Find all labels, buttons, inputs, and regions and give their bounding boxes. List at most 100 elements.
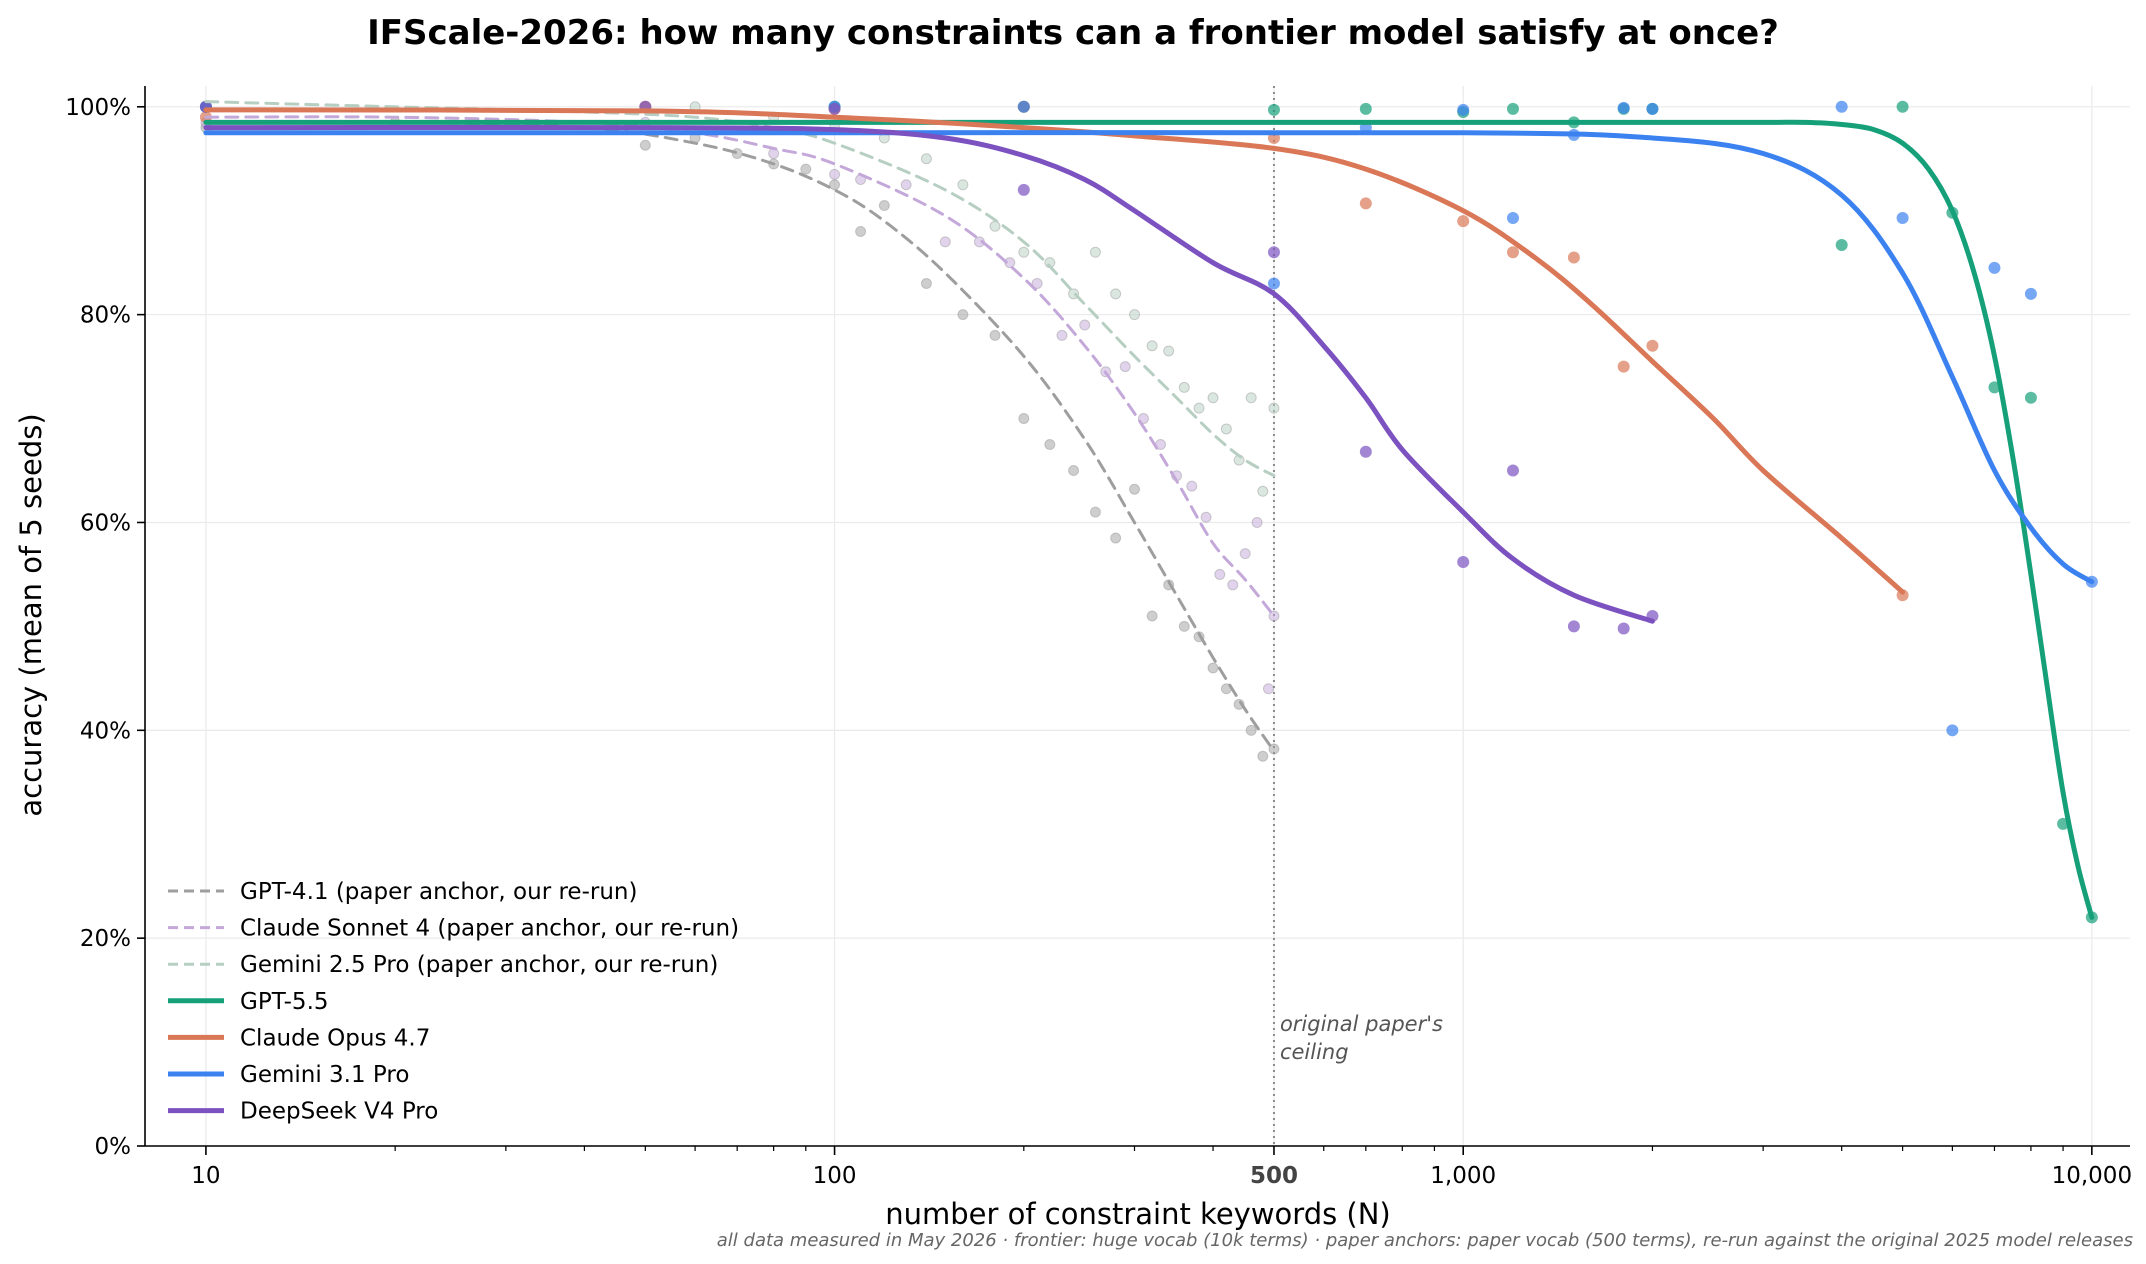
- point-gemini-3-1-pro: [1617, 101, 1630, 114]
- point-claude-sonnet-4-paper-anchor-our-re-run: [1119, 361, 1131, 373]
- point-claude-sonnet-4-paper-anchor-our-re-run: [1031, 277, 1043, 289]
- point-gemini-2-5-pro-paper-anchor-our-re-run: [1193, 402, 1205, 414]
- point-claude-sonnet-4-paper-anchor-our-re-run: [1079, 319, 1091, 331]
- footnote: all data measured in May 2026 · frontier…: [717, 1230, 2133, 1251]
- point-gpt-4-1-paper-anchor-our-re-run: [920, 277, 932, 289]
- point-deepseek-v4-pro: [1506, 464, 1519, 477]
- point-claude-opus-4-7: [1457, 215, 1470, 228]
- point-gemini-3-1-pro: [1896, 211, 1909, 224]
- point-gpt-4-1-paper-anchor-our-re-run: [878, 200, 890, 212]
- y-tick-label: 40%: [80, 718, 131, 744]
- point-gpt-4-1-paper-anchor-our-re-run: [1207, 662, 1219, 674]
- x-axis-label: number of constraint keywords (N): [885, 1197, 1391, 1231]
- legend-label-deepseek-v4-pro: DeepSeek V4 Pro: [240, 1099, 438, 1125]
- point-gpt-4-1-paper-anchor-our-re-run: [1268, 743, 1280, 755]
- point-gpt-5-5: [1988, 381, 2001, 394]
- point-claude-sonnet-4-paper-anchor-our-re-run: [1239, 548, 1251, 560]
- point-deepseek-v4-pro: [1359, 445, 1372, 458]
- point-claude-opus-4-7: [1567, 251, 1580, 264]
- point-deepseek-v4-pro: [1567, 620, 1580, 633]
- point-gemini-3-1-pro: [1988, 261, 2001, 274]
- legend-label-claude-sonnet-4-paper-anchor-our-re-run: Claude Sonnet 4 (paper anchor, our re-ru…: [240, 916, 739, 942]
- point-claude-opus-4-7: [1506, 246, 1519, 259]
- line-gpt-4-1-paper-anchor-our-re-run: [204, 120, 1276, 753]
- point-gemini-3-1-pro: [1646, 102, 1659, 115]
- point-gemini-3-1-pro: [2024, 287, 2037, 300]
- point-gemini-2-5-pro-paper-anchor-our-re-run: [1268, 402, 1280, 414]
- point-gpt-5-5: [1896, 100, 1909, 113]
- legend-label-gemini-2-5-pro-paper-anchor-our-re-run: Gemini 2.5 Pro (paper anchor, our re-run…: [240, 952, 718, 978]
- chart-title: IFScale-2026: how many constraints can a…: [367, 13, 1779, 53]
- point-gemini-3-1-pro: [1267, 277, 1280, 290]
- x-tick-label: 10,000: [2052, 1163, 2132, 1189]
- line-deepseek-v4-pro: [203, 124, 1655, 624]
- y-tick-label: 0%: [95, 1134, 132, 1160]
- axes: 0% 20% 40% 60% 80% 100% 10 100 500 1,000 10,000: [65, 86, 2132, 1189]
- point-gemini-2-5-pro-paper-anchor-our-re-run: [1128, 309, 1140, 321]
- point-claude-sonnet-4-paper-anchor-our-re-run: [1251, 516, 1263, 528]
- point-claude-sonnet-4-paper-anchor-our-re-run: [1268, 610, 1280, 622]
- point-gemini-2-5-pro-paper-anchor-our-re-run: [1018, 246, 1030, 258]
- y-tick-label: 80%: [80, 303, 131, 329]
- point-gpt-4-1-paper-anchor-our-re-run: [855, 225, 867, 237]
- legend: GPT-4.1 (paper anchor, our re-run) Claude…: [168, 879, 739, 1125]
- point-gemini-3-1-pro: [1506, 211, 1519, 224]
- point-gemini-2-5-pro-paper-anchor-our-re-run: [989, 220, 1001, 232]
- point-claude-sonnet-4-paper-anchor-our-re-run: [1227, 579, 1239, 591]
- point-gemini-3-1-pro: [1457, 103, 1470, 116]
- y-tick-label: 100%: [65, 95, 131, 121]
- point-deepseek-v4-pro: [1617, 622, 1630, 635]
- point-gpt-5-5: [1267, 103, 1280, 116]
- point-gpt-4-1-paper-anchor-our-re-run: [639, 139, 651, 151]
- point-gemini-2-5-pro-paper-anchor-our-re-run: [1257, 485, 1269, 497]
- point-gemini-2-5-pro-paper-anchor-our-re-run: [1245, 392, 1257, 404]
- point-gemini-2-5-pro-paper-anchor-our-re-run: [1178, 381, 1190, 393]
- point-gemini-2-5-pro-paper-anchor-our-re-run: [957, 179, 969, 191]
- point-deepseek-v4-pro: [828, 102, 841, 115]
- point-gpt-5-5: [1359, 102, 1372, 115]
- point-gemini-3-1-pro: [1946, 724, 1959, 737]
- series-lines: [203, 100, 2095, 920]
- point-gpt-4-1-paper-anchor-our-re-run: [1128, 483, 1140, 495]
- point-deepseek-v4-pro: [1457, 555, 1470, 568]
- point-claude-sonnet-4-paper-anchor-our-re-run: [1186, 480, 1198, 492]
- point-gemini-2-5-pro-paper-anchor-our-re-run: [920, 153, 932, 165]
- point-claude-sonnet-4-paper-anchor-our-re-run: [900, 179, 912, 191]
- point-gpt-4-1-paper-anchor-our-re-run: [731, 148, 743, 160]
- legend-label-claude-opus-4-7: Claude Opus 4.7: [240, 1025, 430, 1051]
- point-gpt-5-5: [2024, 391, 2037, 404]
- point-claude-opus-4-7: [1646, 339, 1659, 352]
- point-gemini-3-1-pro: [1017, 100, 1030, 113]
- point-deepseek-v4-pro: [1267, 246, 1280, 259]
- point-gpt-4-1-paper-anchor-our-re-run: [1110, 532, 1122, 544]
- reference-annotation-line2: ceiling: [1280, 1040, 1349, 1064]
- point-gpt-4-1-paper-anchor-our-re-run: [1044, 439, 1056, 451]
- point-claude-sonnet-4-paper-anchor-our-re-run: [829, 168, 841, 180]
- point-claude-sonnet-4-paper-anchor-our-re-run: [1200, 511, 1212, 523]
- y-axis-label: accuracy (mean of 5 seeds): [14, 413, 48, 816]
- point-gpt-4-1-paper-anchor-our-re-run: [800, 163, 812, 175]
- reference-line-group: original paper's ceiling: [1272, 86, 1443, 1146]
- line-gpt-5-5: [203, 119, 2095, 920]
- x-tick-label: 10: [191, 1163, 220, 1189]
- point-claude-sonnet-4-paper-anchor-our-re-run: [939, 236, 951, 248]
- point-gpt-5-5: [1835, 239, 1848, 251]
- grid: [145, 86, 2130, 1147]
- legend-label-gpt-4-1-paper-anchor-our-re-run: GPT-4.1 (paper anchor, our re-run): [240, 879, 637, 905]
- point-gpt-4-1-paper-anchor-our-re-run: [957, 309, 969, 321]
- line-gemini-3-1-pro: [203, 129, 2095, 585]
- point-gemini-3-1-pro: [1835, 100, 1848, 113]
- line-claude-opus-4-7: [203, 107, 1906, 595]
- x-tick-label: 100: [813, 1163, 857, 1189]
- point-claude-sonnet-4-paper-anchor-our-re-run: [1056, 329, 1068, 341]
- point-gpt-4-1-paper-anchor-our-re-run: [829, 179, 841, 191]
- point-gpt-4-1-paper-anchor-our-re-run: [1257, 750, 1269, 762]
- point-gemini-2-5-pro-paper-anchor-our-re-run: [1220, 423, 1232, 435]
- point-gpt-4-1-paper-anchor-our-re-run: [1068, 465, 1080, 477]
- point-claude-sonnet-4-paper-anchor-our-re-run: [768, 148, 780, 160]
- reference-annotation-line1: original paper's: [1280, 1012, 1443, 1036]
- point-gpt-4-1-paper-anchor-our-re-run: [1178, 620, 1190, 632]
- point-gemini-2-5-pro-paper-anchor-our-re-run: [1110, 288, 1122, 300]
- point-gpt-4-1-paper-anchor-our-re-run: [1089, 506, 1101, 518]
